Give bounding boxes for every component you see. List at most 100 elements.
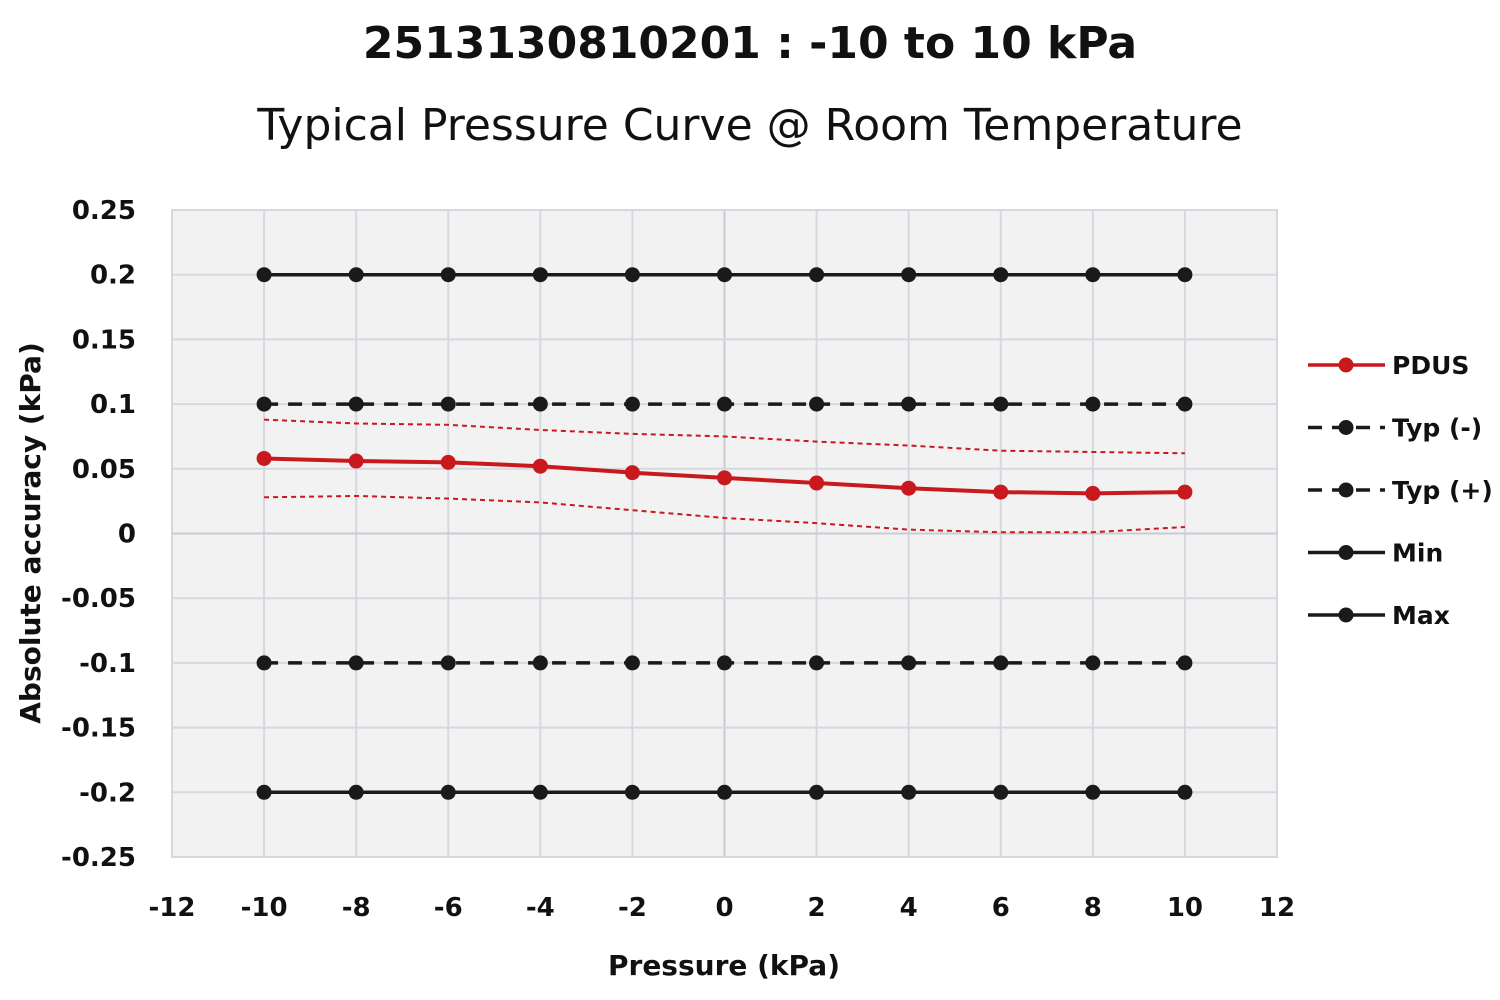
data-point-min [1177, 784, 1193, 800]
data-point-max [624, 267, 640, 283]
x-tick-label: -8 [342, 893, 371, 923]
data-point-typ [256, 396, 272, 412]
data-point-max [809, 267, 825, 283]
series-typ [256, 655, 1193, 671]
y-tick-label: -0.25 [61, 843, 136, 873]
x-tick-label: 4 [900, 893, 918, 923]
x-tick-label: 8 [1084, 893, 1102, 923]
data-point-typ [1085, 655, 1101, 671]
data-point-min [717, 784, 732, 800]
data-point-typ [901, 655, 917, 671]
series-typ [256, 396, 1193, 412]
data-point-typ [717, 655, 732, 671]
x-tick-label: 0 [715, 893, 733, 923]
data-point-typ [532, 396, 548, 412]
x-tick-label: 2 [808, 893, 826, 923]
data-point-pdus [809, 475, 825, 491]
data-point-max [1177, 267, 1193, 283]
legend-label: Max [1392, 601, 1450, 630]
data-point-max [717, 267, 732, 283]
legend-label: PDUS [1392, 351, 1469, 380]
tick-labels: -12 -10 -8 -6 -4 -2 0 2 4 6 8 10 12 0.25 0.2 0.15 0.1 0.0… [61, 196, 1295, 923]
y-tick-label: -0.05 [61, 584, 136, 614]
legend-item-typ: Typ (+) [1308, 476, 1493, 505]
data-point-pdus [901, 480, 917, 496]
legend-label: Typ (-) [1392, 414, 1482, 443]
legend-label: Typ (+) [1392, 476, 1493, 505]
data-point-pdus [717, 470, 732, 486]
series-max [256, 267, 1193, 283]
legend-item-min: Min [1308, 539, 1443, 568]
data-point-typ [809, 396, 825, 412]
x-tick-label: 12 [1259, 893, 1295, 923]
data-point-pdus [532, 458, 548, 474]
legend-swatch-marker [1338, 482, 1354, 498]
data-point-typ [993, 655, 1009, 671]
legend: PDUS Typ (-) Typ (+) Min Max [1308, 351, 1493, 630]
data-point-pdus [624, 465, 640, 481]
confidence-bands [264, 418, 1185, 534]
y-tick-label: -0.15 [61, 714, 136, 744]
data-point-typ [348, 655, 364, 671]
x-tick-label: -2 [618, 893, 647, 923]
data-point-typ [440, 396, 456, 412]
data-point-pdus [1085, 485, 1101, 501]
data-point-min [256, 784, 272, 800]
legend-item-pdus: PDUS [1308, 351, 1469, 380]
data-point-typ [532, 655, 548, 671]
data-point-pdus [1177, 484, 1193, 500]
data-point-typ [1177, 655, 1193, 671]
data-point-min [532, 784, 548, 800]
y-tick-label: 0.25 [72, 196, 136, 226]
data-point-min [348, 784, 364, 800]
data-point-typ [1085, 396, 1101, 412]
data-point-min [440, 784, 456, 800]
y-tick-label: 0.2 [90, 261, 136, 291]
data-point-max [256, 267, 272, 283]
data-point-typ [1177, 396, 1193, 412]
data-point-typ [901, 396, 917, 412]
data-point-pdus [993, 484, 1009, 500]
legend-item-typ: Typ (-) [1308, 414, 1482, 443]
data-point-max [440, 267, 456, 283]
y-axis-title: Absolute accuracy (kPa) [14, 342, 47, 723]
legend-item-max: Max [1308, 601, 1450, 630]
legend-swatch-marker [1338, 607, 1354, 623]
confidence-band-line [264, 494, 1185, 534]
series-lines [256, 267, 1193, 800]
y-tick-label: -0.2 [79, 778, 136, 808]
y-tick-label: 0.1 [90, 390, 136, 420]
y-tick-label: 0.15 [72, 325, 136, 355]
data-point-typ [256, 655, 272, 671]
y-tick-label: 0 [118, 520, 136, 550]
data-point-pdus [256, 450, 272, 466]
y-tick-label: 0.05 [72, 455, 136, 485]
data-point-max [993, 267, 1009, 283]
data-point-min [1085, 784, 1101, 800]
legend-swatch-marker [1338, 420, 1354, 435]
data-point-min [993, 784, 1009, 800]
chart-title: 2513130810201 : -10 to 10 kPa [362, 18, 1138, 69]
legend-label: Min [1392, 539, 1443, 568]
y-tick-label: -0.1 [79, 649, 136, 679]
series-min [256, 784, 1193, 800]
data-point-typ [809, 655, 825, 671]
data-point-max [901, 267, 917, 283]
data-point-pdus [440, 454, 456, 470]
x-tick-label: -6 [434, 893, 463, 923]
data-point-typ [624, 655, 640, 671]
data-point-max [532, 267, 548, 283]
x-tick-label: 10 [1167, 893, 1203, 923]
legend-swatch-marker [1338, 357, 1354, 373]
chart-subtitle: Typical Pressure Curve @ Room Temperatur… [257, 100, 1243, 151]
data-point-max [1085, 267, 1101, 283]
x-tick-label: -12 [149, 893, 196, 923]
data-point-min [809, 784, 825, 800]
series-pdus [256, 450, 1193, 501]
confidence-band-line [264, 418, 1185, 455]
data-point-min [624, 784, 640, 800]
x-tick-label: -10 [241, 893, 288, 923]
data-point-min [901, 784, 917, 800]
data-point-typ [440, 655, 456, 671]
